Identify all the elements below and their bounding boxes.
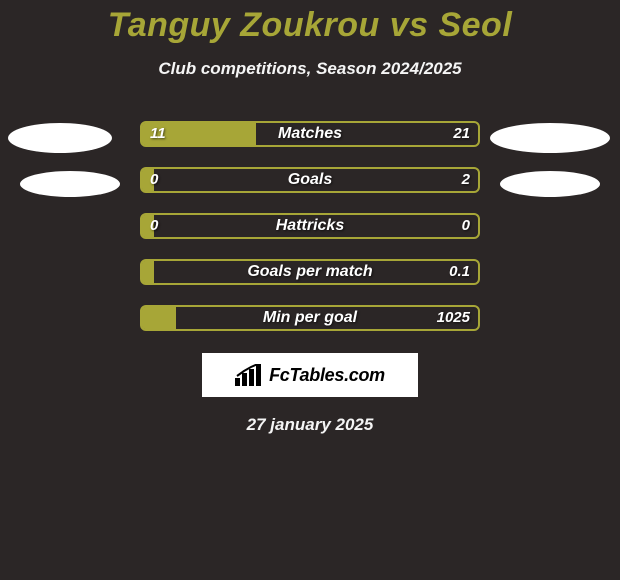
stat-value-right: 21 <box>453 125 470 142</box>
snapshot-date: 27 january 2025 <box>0 415 620 435</box>
stat-row: Min per goal1025 <box>0 295 620 341</box>
brand-text: FcTables.com <box>269 365 385 386</box>
deco-ellipse <box>20 171 120 197</box>
page-title: Tanguy Zoukrou vs Seol <box>0 6 620 45</box>
deco-ellipse <box>8 123 112 153</box>
stat-bar-fill <box>142 307 176 329</box>
stat-value-right: 2 <box>462 171 470 188</box>
deco-ellipse <box>500 171 600 197</box>
stat-label: Goals <box>142 171 478 189</box>
stat-label: Goals per match <box>142 263 478 281</box>
stat-row: Goals per match0.1 <box>0 249 620 295</box>
brand-badge[interactable]: FcTables.com <box>202 353 418 397</box>
stat-bar: 11Matches21 <box>140 121 480 147</box>
stat-bar: 0Goals2 <box>140 167 480 193</box>
stats-container: 11Matches210Goals20Hattricks0Goals per m… <box>0 111 620 341</box>
stat-bar-fill <box>142 215 154 237</box>
deco-ellipse <box>490 123 610 153</box>
comparison-widget: Tanguy Zoukrou vs Seol Club competitions… <box>0 0 620 435</box>
stat-row: 11Matches21 <box>0 111 620 157</box>
stat-value-right: 0 <box>462 217 470 234</box>
page-subtitle: Club competitions, Season 2024/2025 <box>0 59 620 79</box>
stat-row: 0Hattricks0 <box>0 203 620 249</box>
stat-bar: 0Hattricks0 <box>140 213 480 239</box>
stat-value-right: 0.1 <box>449 263 470 280</box>
stat-bar-fill <box>142 169 154 191</box>
stat-label: Hattricks <box>142 217 478 235</box>
stat-bar: Min per goal1025 <box>140 305 480 331</box>
stat-value-right: 1025 <box>437 309 470 326</box>
stat-row: 0Goals2 <box>0 157 620 203</box>
stat-bar-fill <box>142 261 154 283</box>
stat-label: Min per goal <box>142 309 478 327</box>
brand-chart-icon <box>235 364 263 386</box>
stat-bar-fill <box>142 123 256 145</box>
stat-bar: Goals per match0.1 <box>140 259 480 285</box>
